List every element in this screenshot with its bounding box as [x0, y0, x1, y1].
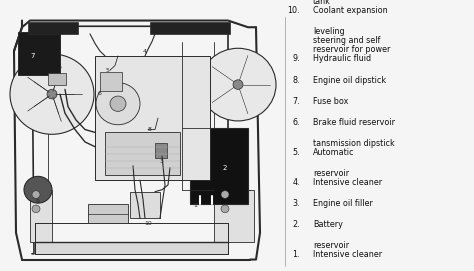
Text: 10.: 10.: [288, 6, 300, 15]
Text: reservoir: reservoir: [313, 169, 349, 178]
Bar: [30, 190, 52, 242]
Text: steering and self: steering and self: [313, 36, 380, 45]
Circle shape: [221, 191, 229, 198]
Text: Fuse box: Fuse box: [313, 96, 348, 105]
Bar: [88, 204, 128, 223]
Bar: [48, 73, 66, 85]
Text: 5: 5: [106, 68, 110, 73]
Text: 4.: 4.: [292, 178, 300, 187]
Text: 8: 8: [148, 127, 152, 132]
Text: Coolant expansion: Coolant expansion: [313, 6, 388, 15]
Text: 1.: 1.: [292, 250, 300, 259]
Circle shape: [221, 205, 229, 213]
Text: Engine oil dipstick: Engine oil dipstick: [313, 76, 386, 85]
Text: Intensive cleaner: Intensive cleaner: [313, 250, 382, 259]
Text: 3: 3: [160, 159, 164, 164]
Circle shape: [47, 89, 57, 99]
Text: 1: 1: [193, 204, 197, 208]
Text: tansmission dipstick: tansmission dipstick: [313, 138, 395, 148]
Bar: [150, 22, 230, 34]
Text: 6: 6: [98, 91, 102, 96]
Text: Brake fluid reservoir: Brake fluid reservoir: [313, 118, 395, 127]
Circle shape: [32, 205, 40, 213]
Text: 2: 2: [223, 165, 227, 171]
Text: tank: tank: [313, 0, 331, 6]
Circle shape: [32, 191, 40, 198]
Text: 10: 10: [144, 221, 152, 226]
Bar: [35, 242, 228, 254]
Bar: [155, 143, 167, 158]
Bar: [18, 32, 60, 75]
Text: 7: 7: [31, 53, 35, 59]
Text: reservoir: reservoir: [313, 241, 349, 250]
Text: 3.: 3.: [292, 199, 300, 208]
Bar: [130, 192, 160, 218]
Text: reservoir for power: reservoir for power: [313, 46, 391, 54]
Circle shape: [96, 83, 140, 125]
Text: 4: 4: [143, 49, 147, 54]
Text: 9.: 9.: [292, 54, 300, 63]
Text: Hydraulic fluid: Hydraulic fluid: [313, 54, 371, 63]
Text: 2.: 2.: [292, 220, 300, 229]
Bar: [190, 128, 248, 204]
Text: 9: 9: [36, 199, 40, 204]
Text: 6.: 6.: [292, 118, 300, 127]
Circle shape: [110, 96, 126, 111]
Text: 8.: 8.: [292, 76, 300, 85]
Text: Battery: Battery: [313, 220, 343, 229]
Text: leveling: leveling: [313, 27, 345, 36]
Bar: [95, 56, 210, 180]
Text: Engine oil filler: Engine oil filler: [313, 199, 373, 208]
Circle shape: [200, 48, 276, 121]
Circle shape: [24, 176, 52, 203]
Bar: [214, 190, 254, 242]
Bar: [105, 133, 180, 175]
Text: Automatic: Automatic: [313, 148, 355, 157]
Bar: [28, 22, 78, 34]
Circle shape: [10, 54, 94, 134]
Text: 5.: 5.: [292, 148, 300, 157]
Circle shape: [233, 80, 243, 89]
Text: 7.: 7.: [292, 96, 300, 105]
Bar: [100, 72, 122, 91]
Text: Intensive cleaner: Intensive cleaner: [313, 178, 382, 187]
